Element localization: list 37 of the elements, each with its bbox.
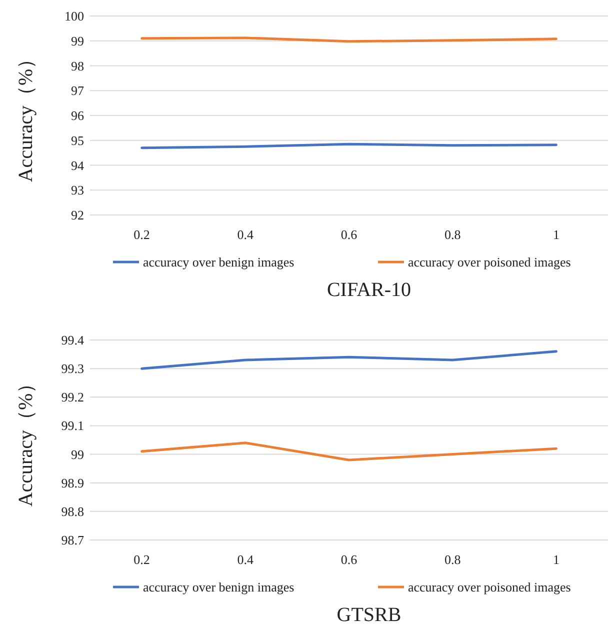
y-tick-label: 100 <box>64 8 84 24</box>
y-tick-label: 98.7 <box>61 532 84 548</box>
y-tick-label: 99.3 <box>61 361 84 376</box>
text: CIFAR-10 <box>326 279 412 301</box>
y-tick-label: 96 <box>71 108 84 123</box>
line-series <box>140 442 558 462</box>
legend-label: accuracy over poisoned images <box>408 254 571 270</box>
x-tick-label: 1 <box>552 552 560 567</box>
x-tick-label: 0.6 <box>340 552 358 567</box>
text: GTSRB <box>336 604 402 626</box>
y-tick-label: 92 <box>71 208 84 222</box>
y-tick-label: 98.9 <box>61 475 84 490</box>
x-tick-label: 0.2 <box>134 552 150 567</box>
y-tick-label: 97 <box>71 83 84 98</box>
x-tick-label: 0.8 <box>444 227 461 242</box>
x-tick-label: 0.8 <box>444 552 461 567</box>
y-tick-label: 99.4 <box>61 332 84 348</box>
y-tick-label: 94 <box>71 158 84 173</box>
y-tick-label: 93 <box>71 182 84 198</box>
y-tick-label: 98.8 <box>61 504 84 519</box>
x-tick-label: 0.4 <box>237 552 254 567</box>
y-axis-title: Accuracy（%） <box>15 48 37 182</box>
y-tick-label: 99 <box>71 446 84 462</box>
legend-label: accuracy over poisoned images <box>408 580 571 594</box>
y-axis-title: Accuracy（%） <box>15 373 37 507</box>
x-tick-label: 1 <box>552 227 560 242</box>
y-tick-label: 99.2 <box>61 390 84 405</box>
y-tick-label: 99 <box>71 33 84 48</box>
legend-label: accuracy over benign images <box>143 254 294 270</box>
y-tick-label: 95 <box>71 132 84 148</box>
x-tick-label: 0.2 <box>134 227 150 242</box>
line-series <box>140 350 558 370</box>
x-tick-label: 0.4 <box>237 227 254 242</box>
legend-label: accuracy over benign images <box>143 580 294 594</box>
x-tick-label: 0.6 <box>340 227 358 242</box>
y-tick-label: 98 <box>71 58 84 74</box>
y-tick-label: 99.1 <box>61 418 84 434</box>
